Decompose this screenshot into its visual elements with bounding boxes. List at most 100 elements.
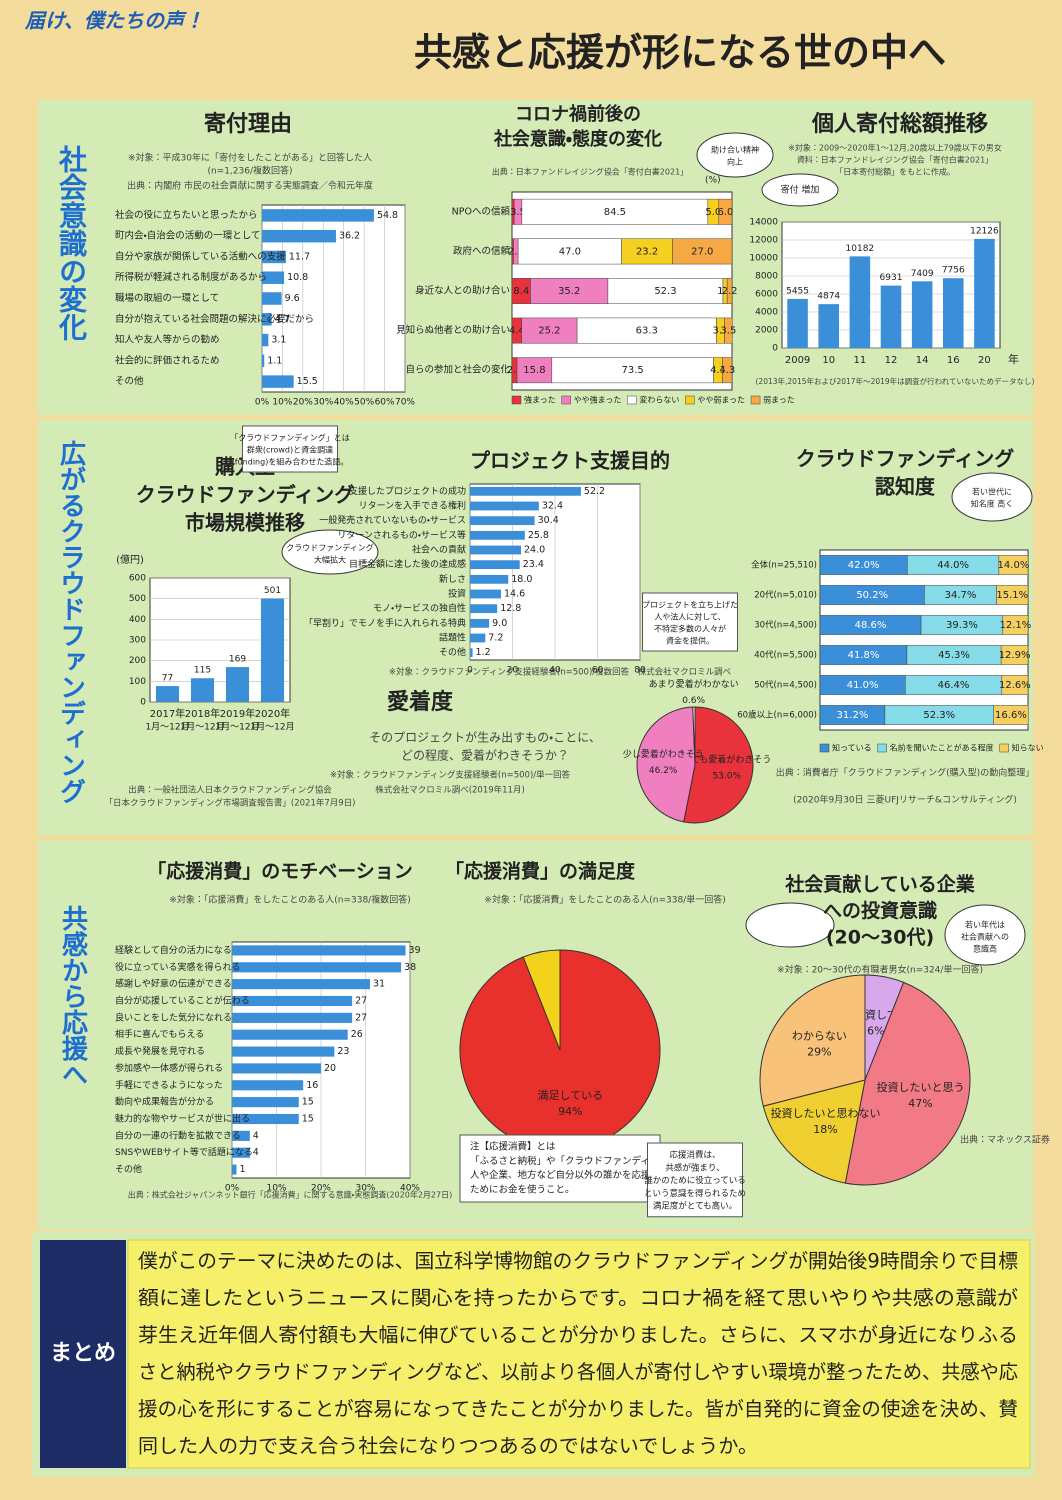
category-sublabel: 1月〜12月 — [215, 722, 259, 733]
chart-note: ※対象：平成30年に「寄付をしたことがある」と回答した人 — [128, 152, 372, 164]
data-label: 30.4 — [538, 515, 559, 526]
category-sublabel: 1月〜12月 — [180, 722, 224, 733]
slice-label: 少し愛着がわきそう — [623, 748, 704, 760]
category-label: NPOへの信頼 — [452, 205, 511, 217]
chart-note: 出典：消費者庁「クラウドファンディング(購入型)の動向整理」 — [776, 767, 1034, 779]
category-label: 「早割り」でモノを手に入れられる特典 — [304, 617, 466, 629]
bar — [232, 1063, 321, 1074]
category-label: 良いことをした気分になれる — [115, 1011, 232, 1023]
data-label: 11.7 — [289, 251, 310, 262]
x-tick-label: 80 — [634, 666, 646, 676]
bar — [470, 545, 521, 555]
y-tick-label: 2000 — [755, 326, 778, 336]
data-label: 18.0 — [511, 574, 532, 585]
x-tick-label: 10% — [272, 398, 292, 408]
category-label: 参加感や一体感が得られる — [115, 1062, 223, 1074]
data-label: 27 — [355, 1012, 367, 1023]
chart-note: (n=1,236/複数回答) — [207, 165, 292, 177]
data-label: 12126 — [970, 226, 999, 236]
chart-note: ※対象：「応援消費」をしたことのある人(n=338/複数回答) — [169, 894, 410, 906]
pie-slice — [636, 706, 696, 823]
bar — [262, 250, 286, 264]
data-label: 24.0 — [524, 545, 545, 556]
data-label: 115 — [194, 666, 211, 676]
bar — [262, 375, 294, 388]
data-label: 73.5 — [622, 365, 644, 376]
chart-note: 出典：日本ファンドレイジング協会「寄付白書2021」 — [492, 167, 688, 177]
note-text: 知名度 高く — [971, 499, 1014, 509]
data-label: 4.1 — [710, 365, 726, 376]
category-label: 自らの参加と社会の変化 — [405, 364, 510, 376]
data-label: 34.7% — [945, 590, 977, 601]
category-label: 2020年 — [255, 707, 290, 720]
data-label: 16.6% — [995, 710, 1027, 721]
data-label: 1.1 — [267, 355, 282, 366]
bar — [232, 1130, 250, 1141]
bar — [262, 354, 265, 368]
x-tick-label: 0% — [225, 1184, 240, 1194]
category-label: SNSやWEBサイト等で話題になる — [115, 1146, 253, 1158]
chart-note: 「日本クラウドファンディング市場調査報告書」(2021年7月9日) — [105, 798, 356, 809]
chart-note: 出典：マネックス証券 — [960, 1134, 1050, 1146]
legend-label: 弱まった — [763, 396, 795, 405]
data-label: 54.8 — [377, 210, 398, 221]
y-tick-label: 6000 — [755, 290, 778, 300]
plot-area — [819, 549, 1029, 731]
y-tick-label: 14000 — [749, 218, 778, 228]
note-box — [459, 1134, 661, 1203]
bar — [262, 271, 285, 284]
legend-swatch — [685, 395, 695, 405]
data-label: 4874 — [817, 292, 840, 302]
data-label: 3.1 — [271, 335, 286, 346]
category-label: 全体(n=25,510) — [751, 560, 817, 571]
bar — [232, 945, 406, 956]
category-label: 支援したプロジェクトの成功 — [349, 485, 466, 497]
bar-segment — [722, 357, 733, 384]
bar — [470, 633, 486, 643]
data-label: 46.4% — [938, 680, 970, 691]
category-label: 社会の役に立ちたいと思ったから — [115, 209, 258, 221]
legend-label: 変わらない — [639, 395, 679, 405]
pie-slice — [683, 706, 754, 824]
bar — [232, 1113, 299, 1125]
data-label: 47% — [908, 1097, 932, 1110]
bar — [470, 560, 520, 570]
category-label: 役に立っている実感を得られる — [115, 961, 241, 973]
summary-label: まとめ — [50, 1341, 116, 1366]
bar — [262, 229, 336, 243]
slice-label: 投資したいと思わない — [770, 1106, 880, 1120]
y-tick-label: 100 — [129, 677, 146, 687]
data-label: 45.3% — [938, 650, 970, 661]
x-tick-label: 40% — [334, 398, 354, 408]
slice-label: わからない — [792, 1030, 847, 1043]
category-label: 社会への貢献 — [412, 544, 466, 556]
data-label: 1.9 — [717, 286, 733, 297]
note-text: 共感が強まり、 — [665, 1162, 724, 1173]
data-label: 84.5 — [604, 207, 626, 218]
chart-note: 出典：内閣府 市民の社会貢献に関する実態調査／令和元年度 — [127, 180, 373, 192]
chart-title: 社会貢献している企業 — [784, 873, 975, 896]
note-text: ためにお金を使うこと。 — [470, 1183, 575, 1195]
data-label: 32.4 — [542, 501, 563, 512]
bar-segment — [718, 198, 733, 225]
x-tick-label: 10% — [266, 1184, 286, 1194]
category-label: 社会的に評価されるため — [115, 354, 220, 366]
section-title: 広がるクラウドファンディング — [56, 440, 86, 804]
category-label: その他 — [115, 375, 144, 387]
category-label: 自分の一連の行動を拡散できる — [115, 1129, 241, 1141]
note-text: 寄付 増加 — [781, 184, 820, 196]
legend-label: 強まった — [524, 395, 556, 405]
category-label: 20代(n=5,010) — [754, 590, 817, 601]
data-label: 39 — [409, 945, 421, 956]
chart-note: どの程度、愛着がわきそうか？ — [401, 748, 569, 763]
category-label: モノ・サービスの独自性 — [373, 602, 466, 614]
legend-label: 名前を聞いたことがある程度 — [890, 743, 994, 753]
data-label: 4.4 — [509, 326, 525, 337]
x-tick-label: 20% — [311, 1184, 331, 1194]
category-label: 2017年 — [150, 707, 185, 720]
data-label: 5.0 — [705, 207, 721, 218]
legend-swatch — [877, 743, 887, 753]
category-label: 町内会・自治会の活動の一環として — [115, 230, 260, 242]
legend-swatch — [561, 395, 571, 405]
